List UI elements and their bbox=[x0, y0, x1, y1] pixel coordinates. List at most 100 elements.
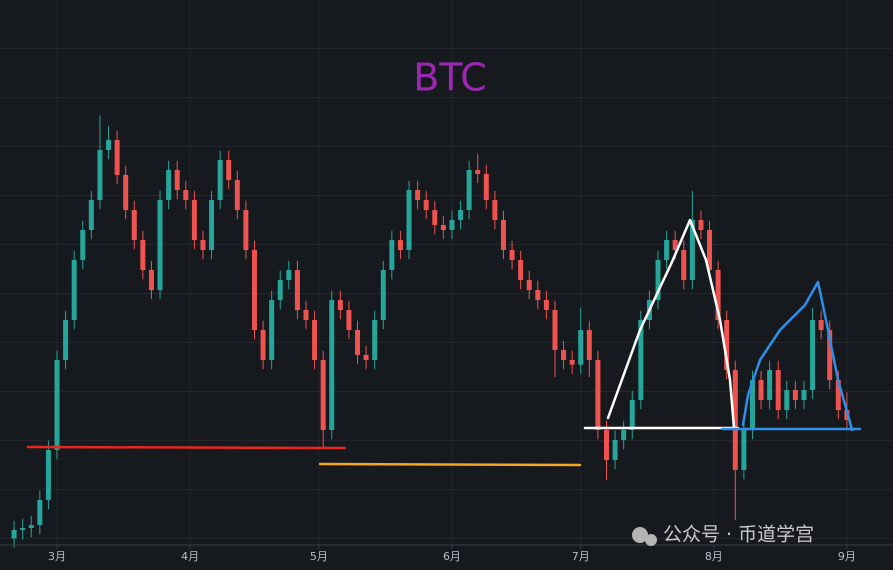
candle-body bbox=[372, 320, 378, 360]
candle-body bbox=[835, 380, 841, 410]
candle-body bbox=[492, 200, 498, 220]
candle-body bbox=[234, 180, 240, 210]
candle-body bbox=[148, 270, 154, 290]
candle-body bbox=[561, 350, 567, 360]
candle-body bbox=[54, 360, 60, 450]
candle-body bbox=[114, 140, 120, 175]
x-tick-label: 7月 bbox=[572, 550, 590, 563]
candle-body bbox=[303, 310, 309, 320]
candle-body bbox=[406, 190, 412, 250]
candle-body bbox=[329, 300, 335, 430]
x-tick-label: 4月 bbox=[181, 550, 199, 563]
watermark-text: 公众号 · 币道学宫 bbox=[663, 524, 814, 546]
x-tick-label: 3月 bbox=[48, 550, 66, 563]
candle-body bbox=[157, 200, 163, 290]
candle-body bbox=[97, 150, 103, 200]
candle-body bbox=[449, 220, 455, 230]
candle-body bbox=[707, 230, 713, 270]
candle-body bbox=[251, 250, 257, 330]
candle-body bbox=[767, 370, 773, 400]
x-tick-label: 6月 bbox=[443, 550, 461, 563]
candle-body bbox=[586, 330, 592, 360]
x-tick-label: 8月 bbox=[705, 550, 723, 563]
candle-body bbox=[466, 170, 472, 210]
grid bbox=[56, 0, 848, 545]
candle-body bbox=[166, 170, 172, 200]
candle-body bbox=[552, 310, 558, 350]
candle-body bbox=[140, 240, 146, 270]
candle-body bbox=[638, 320, 644, 400]
annotations bbox=[26, 218, 862, 467]
candle-body bbox=[621, 430, 627, 440]
candle-body bbox=[698, 220, 704, 230]
candle-body bbox=[320, 360, 326, 430]
candle-body bbox=[475, 170, 481, 174]
candle-body bbox=[500, 220, 506, 250]
candle-body bbox=[818, 320, 824, 330]
pattern-line bbox=[606, 218, 736, 430]
x-tick-label: 5月 bbox=[310, 550, 328, 563]
candle-body bbox=[784, 390, 790, 410]
candle-body bbox=[45, 450, 51, 500]
candle-body bbox=[380, 270, 386, 320]
candle-body bbox=[423, 200, 429, 210]
candle-body bbox=[543, 300, 549, 310]
candle-body bbox=[689, 220, 695, 280]
candle-body bbox=[88, 200, 94, 230]
candles bbox=[11, 115, 850, 548]
candle-body bbox=[612, 440, 618, 460]
watermark-icon bbox=[632, 527, 648, 543]
candle-body bbox=[827, 330, 833, 380]
candle-body bbox=[277, 280, 283, 300]
watermark: 公众号 · 币道学宫 bbox=[632, 524, 814, 546]
candle-body bbox=[131, 210, 137, 240]
candle-body bbox=[397, 240, 403, 250]
candle-body bbox=[440, 225, 446, 230]
candle-body bbox=[174, 170, 180, 190]
x-axis-labels: 3月 4月 5月 6月 7月 8月 9月 bbox=[48, 545, 856, 563]
candle-body bbox=[578, 330, 584, 365]
pattern-line bbox=[741, 280, 854, 432]
candle-body bbox=[681, 250, 687, 280]
candle-body bbox=[595, 360, 601, 430]
candle-body bbox=[724, 320, 730, 370]
candle-body bbox=[458, 210, 464, 220]
candle-body bbox=[11, 530, 17, 539]
candle-body bbox=[749, 380, 755, 430]
chart-title: BTC bbox=[413, 56, 487, 100]
support-line bbox=[26, 445, 347, 450]
candle-body bbox=[63, 320, 69, 360]
candle-body bbox=[569, 360, 575, 365]
candle-body bbox=[217, 160, 223, 200]
candle-body bbox=[629, 400, 635, 430]
watermark-icon bbox=[645, 534, 657, 546]
candle-body bbox=[123, 175, 129, 210]
candle-body bbox=[71, 260, 77, 320]
candle-body bbox=[260, 330, 266, 360]
candle-body bbox=[80, 230, 86, 260]
candle-body bbox=[106, 140, 112, 150]
candle-body bbox=[655, 260, 661, 300]
candle-body bbox=[183, 190, 189, 200]
candle-body bbox=[226, 160, 232, 180]
candle-body bbox=[672, 240, 678, 250]
candle-body bbox=[715, 270, 721, 320]
candle-body bbox=[243, 210, 249, 250]
candle-body bbox=[389, 240, 395, 270]
candle-body bbox=[20, 528, 26, 530]
candle-body bbox=[526, 280, 532, 290]
candle-body bbox=[732, 370, 738, 470]
candle-body bbox=[294, 270, 300, 310]
candle-body bbox=[741, 430, 747, 470]
candle-body bbox=[363, 355, 369, 360]
candle-body bbox=[312, 320, 318, 360]
candle-body bbox=[415, 190, 421, 200]
candle-body bbox=[775, 370, 781, 410]
candle-body bbox=[535, 290, 541, 300]
x-tick-label: 9月 bbox=[838, 550, 856, 563]
candle-body bbox=[518, 260, 524, 280]
candle-body bbox=[200, 240, 206, 250]
candle-body bbox=[664, 240, 670, 260]
